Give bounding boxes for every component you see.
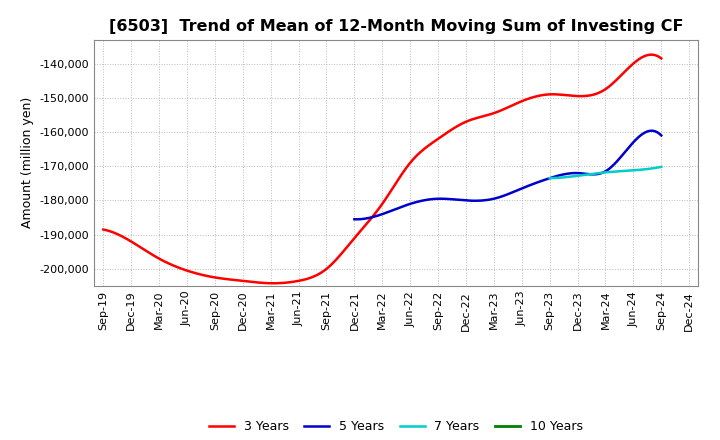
5 Years — [534, 180, 542, 185]
Line: 5 Years: 5 Years — [354, 131, 661, 219]
3 Years — [269, 281, 277, 286]
3 Years — [647, 52, 656, 57]
5 Years — [657, 133, 665, 138]
7 Years — [657, 164, 665, 169]
5 Years — [351, 216, 360, 222]
3 Years — [606, 82, 615, 88]
7 Years — [647, 166, 655, 171]
5 Years — [352, 216, 361, 222]
5 Years — [610, 162, 618, 167]
7 Years — [546, 176, 554, 181]
Legend: 3 Years, 5 Years, 7 Years, 10 Years: 3 Years, 5 Years, 7 Years, 10 Years — [210, 420, 582, 433]
5 Years — [629, 139, 638, 145]
3 Years — [431, 138, 440, 143]
Title: [6503]  Trend of Mean of 12-Month Moving Sum of Investing CF: [6503] Trend of Mean of 12-Month Moving … — [109, 19, 683, 34]
3 Years — [433, 137, 441, 142]
5 Years — [539, 178, 547, 183]
3 Years — [99, 227, 107, 232]
5 Years — [533, 180, 541, 185]
7 Years — [545, 176, 554, 181]
7 Years — [611, 169, 620, 174]
5 Years — [350, 216, 359, 222]
Y-axis label: Amount (million yen): Amount (million yen) — [21, 97, 34, 228]
Line: 7 Years: 7 Years — [549, 167, 661, 178]
7 Years — [613, 169, 622, 174]
3 Years — [571, 93, 580, 99]
3 Years — [442, 130, 451, 136]
3 Years — [657, 56, 665, 61]
5 Years — [648, 128, 657, 133]
Line: 3 Years: 3 Years — [103, 55, 661, 283]
7 Years — [612, 169, 621, 174]
3 Years — [101, 227, 109, 233]
7 Years — [639, 167, 648, 172]
